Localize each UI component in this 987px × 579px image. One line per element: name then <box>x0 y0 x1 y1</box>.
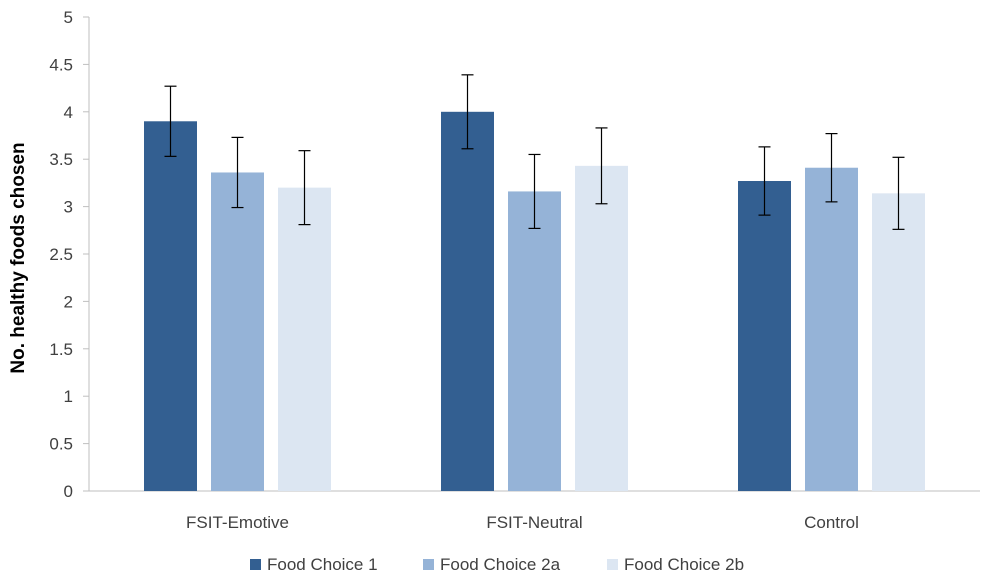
y-tick-label: 0 <box>64 482 73 501</box>
bars <box>144 111 925 492</box>
bar-fsit-emotive-series-1 <box>144 121 197 491</box>
y-tick-label: 1.5 <box>49 340 73 359</box>
y-tick-label: 5 <box>64 8 73 27</box>
legend-label: Food Choice 1 <box>267 555 378 574</box>
category-label: Control <box>804 513 859 532</box>
bar-fsit-emotive-series-2 <box>211 172 264 492</box>
bar-control-series-2 <box>805 167 858 491</box>
bar-fsit-neutral-series-1 <box>441 111 494 492</box>
y-tick-label: 4.5 <box>49 55 73 74</box>
bar-control-series-3 <box>872 193 925 491</box>
y-tick-label: 1 <box>64 387 73 406</box>
legend-swatch <box>607 559 618 570</box>
y-tick-label: 2.5 <box>49 245 73 264</box>
y-axis-label: No. healthy foods chosen <box>8 142 29 373</box>
bar-fsit-neutral-series-3 <box>575 165 628 491</box>
legend-swatch <box>423 559 434 570</box>
category-label: FSIT-Emotive <box>186 513 289 532</box>
bar-fsit-neutral-series-2 <box>508 191 561 491</box>
bar-control-series-1 <box>738 181 791 491</box>
legend-label: Food Choice 2a <box>440 555 561 574</box>
y-tick-label: 2 <box>64 292 73 311</box>
error-bars <box>164 74 905 230</box>
y-tick-label: 3.5 <box>49 150 73 169</box>
bar-fsit-emotive-series-3 <box>278 187 331 491</box>
y-tick-label: 4 <box>64 103 73 122</box>
legend-label: Food Choice 2b <box>624 555 744 574</box>
legend-swatch <box>250 559 261 570</box>
category-labels: FSIT-Emotive FSIT-Neutral Control <box>186 513 859 532</box>
category-label: FSIT-Neutral <box>486 513 582 532</box>
y-tick-label: 0.5 <box>49 435 73 454</box>
y-axis: 0 0.5 1 1.5 2 2.5 3 3.5 4 4.5 5 <box>49 8 90 501</box>
legend: Food Choice 1 Food Choice 2a Food Choice 2… <box>250 555 744 574</box>
y-tick-label: 3 <box>64 198 73 217</box>
